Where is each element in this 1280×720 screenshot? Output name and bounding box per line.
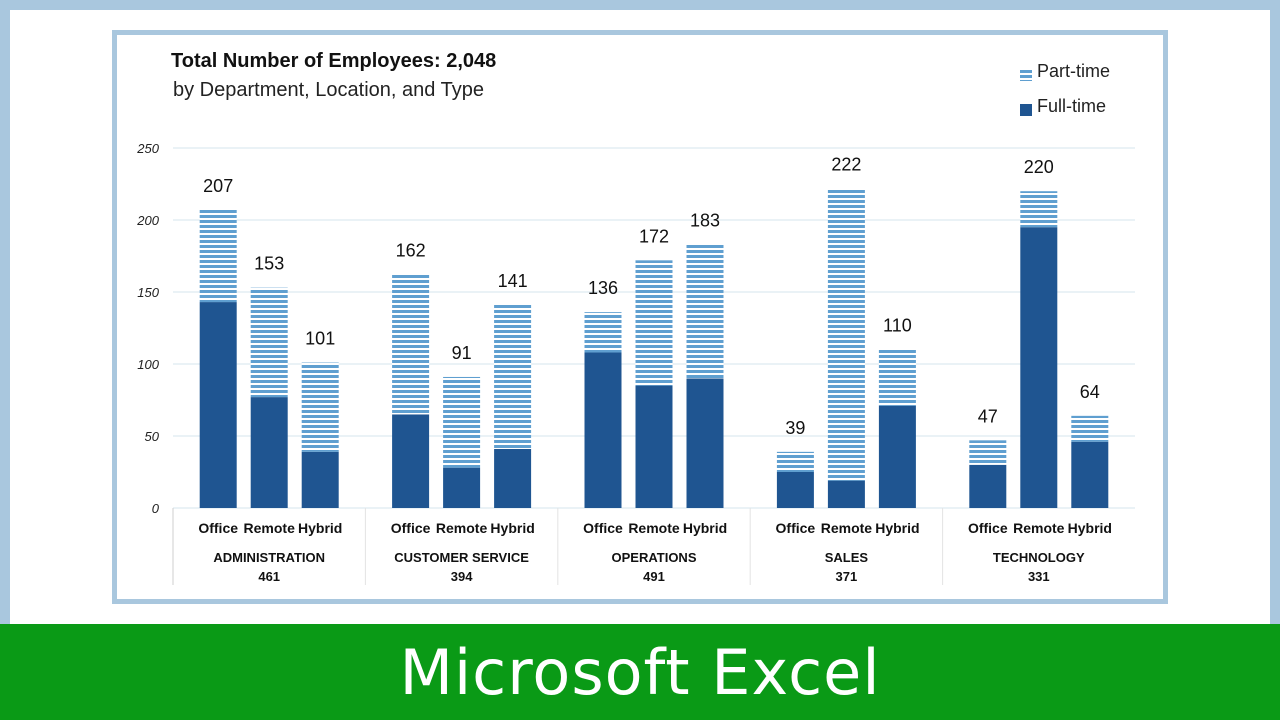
bar-part-time xyxy=(443,376,481,468)
bar-part-time xyxy=(250,287,288,398)
x-category-label: Hybrid xyxy=(875,520,919,536)
y-tick-label: 150 xyxy=(137,285,159,300)
legend-full-time-label: Full-time xyxy=(1037,96,1106,116)
group-name-label: TECHNOLOGY xyxy=(993,550,1085,565)
bar-total-label: 153 xyxy=(254,254,284,274)
group-total-label: 491 xyxy=(643,569,665,584)
bar-full-time xyxy=(584,352,622,508)
legend-part-time-swatch xyxy=(1020,69,1032,81)
chart-subtitle: by Department, Location, and Type xyxy=(173,79,484,101)
group-name-label: ADMINISTRATION xyxy=(213,550,325,565)
bar-full-time xyxy=(1071,441,1109,508)
bar-total-label: 39 xyxy=(785,418,805,438)
bar-part-time xyxy=(1071,415,1109,442)
bar-full-time xyxy=(392,414,430,508)
y-tick-label: 250 xyxy=(136,141,159,156)
bar-part-time xyxy=(827,188,865,481)
stacked-bar-chart: Total Number of Employees: 2,048 by Depa… xyxy=(136,50,1135,585)
group-total-label: 461 xyxy=(258,569,280,584)
bar-full-time xyxy=(301,451,339,508)
bar-total-label: 222 xyxy=(831,154,861,174)
chart-frame: Total Number of Employees: 2,048 by Depa… xyxy=(112,30,1168,604)
x-category-label: Office xyxy=(583,520,623,536)
bar-full-time xyxy=(1020,227,1058,508)
bar-total-label: 183 xyxy=(690,210,720,230)
bar-part-time xyxy=(494,304,532,449)
bar-total-label: 64 xyxy=(1080,382,1100,402)
bar-part-time xyxy=(392,274,430,415)
bar-full-time xyxy=(776,472,814,508)
bar-total-label: 91 xyxy=(452,343,472,363)
chart-title: Total Number of Employees: 2,048 xyxy=(171,50,496,72)
legend-full-time-swatch xyxy=(1020,104,1032,116)
bar-part-time xyxy=(1020,191,1058,228)
group-name-label: SALES xyxy=(825,550,869,565)
bar-total-label: 47 xyxy=(978,406,998,426)
bar-total-label: 110 xyxy=(883,316,912,336)
group-name-label: CUSTOMER SERVICE xyxy=(394,550,529,565)
x-category-label: Remote xyxy=(1013,520,1065,536)
bar-part-time xyxy=(635,260,673,386)
x-category-label: Hybrid xyxy=(490,520,534,536)
bar-full-time xyxy=(969,464,1007,508)
x-category-label: Hybrid xyxy=(298,520,342,536)
x-category-label: Remote xyxy=(628,520,680,536)
x-category-label: Office xyxy=(776,520,816,536)
bar-full-time xyxy=(443,467,481,508)
x-category-label: Remote xyxy=(436,520,488,536)
bar-full-time xyxy=(878,405,916,508)
x-category-label: Office xyxy=(391,520,431,536)
group-total-label: 394 xyxy=(451,569,473,584)
footer-title: Microsoft Excel xyxy=(399,635,881,709)
bar-part-time xyxy=(686,244,724,379)
x-category-label: Office xyxy=(198,520,238,536)
bar-total-label: 162 xyxy=(396,241,426,261)
bar-part-time xyxy=(584,312,622,353)
legend-part-time-label: Part-time xyxy=(1037,61,1110,81)
bar-full-time xyxy=(494,448,532,508)
bar-total-label: 220 xyxy=(1024,157,1054,177)
y-tick-label: 50 xyxy=(145,429,160,444)
group-total-label: 331 xyxy=(1028,569,1050,584)
bar-total-label: 207 xyxy=(203,176,233,196)
x-category-label: Hybrid xyxy=(683,520,727,536)
x-category-label: Remote xyxy=(244,520,296,536)
bar-part-time xyxy=(776,451,814,472)
bar-total-label: 172 xyxy=(639,226,669,246)
y-tick-label: 0 xyxy=(152,501,160,516)
bar-total-label: 141 xyxy=(498,271,528,291)
group-name-label: OPERATIONS xyxy=(612,550,697,565)
x-category-label: Hybrid xyxy=(1068,520,1112,536)
bar-full-time xyxy=(635,385,673,508)
bar-full-time xyxy=(199,302,237,508)
bar-full-time xyxy=(250,397,288,508)
group-total-label: 371 xyxy=(836,569,858,584)
bar-total-label: 136 xyxy=(588,278,618,298)
y-tick-label: 200 xyxy=(136,213,159,228)
bar-full-time xyxy=(686,378,724,508)
bar-total-label: 101 xyxy=(305,329,335,349)
bar-part-time xyxy=(199,209,237,303)
bar-part-time xyxy=(878,349,916,406)
x-category-label: Remote xyxy=(821,520,873,536)
y-tick-label: 100 xyxy=(137,357,159,372)
bar-part-time xyxy=(969,440,1007,465)
bar-full-time xyxy=(827,480,865,508)
x-category-label: Office xyxy=(968,520,1008,536)
bar-part-time xyxy=(301,362,339,452)
footer-banner: Microsoft Excel xyxy=(0,624,1280,720)
